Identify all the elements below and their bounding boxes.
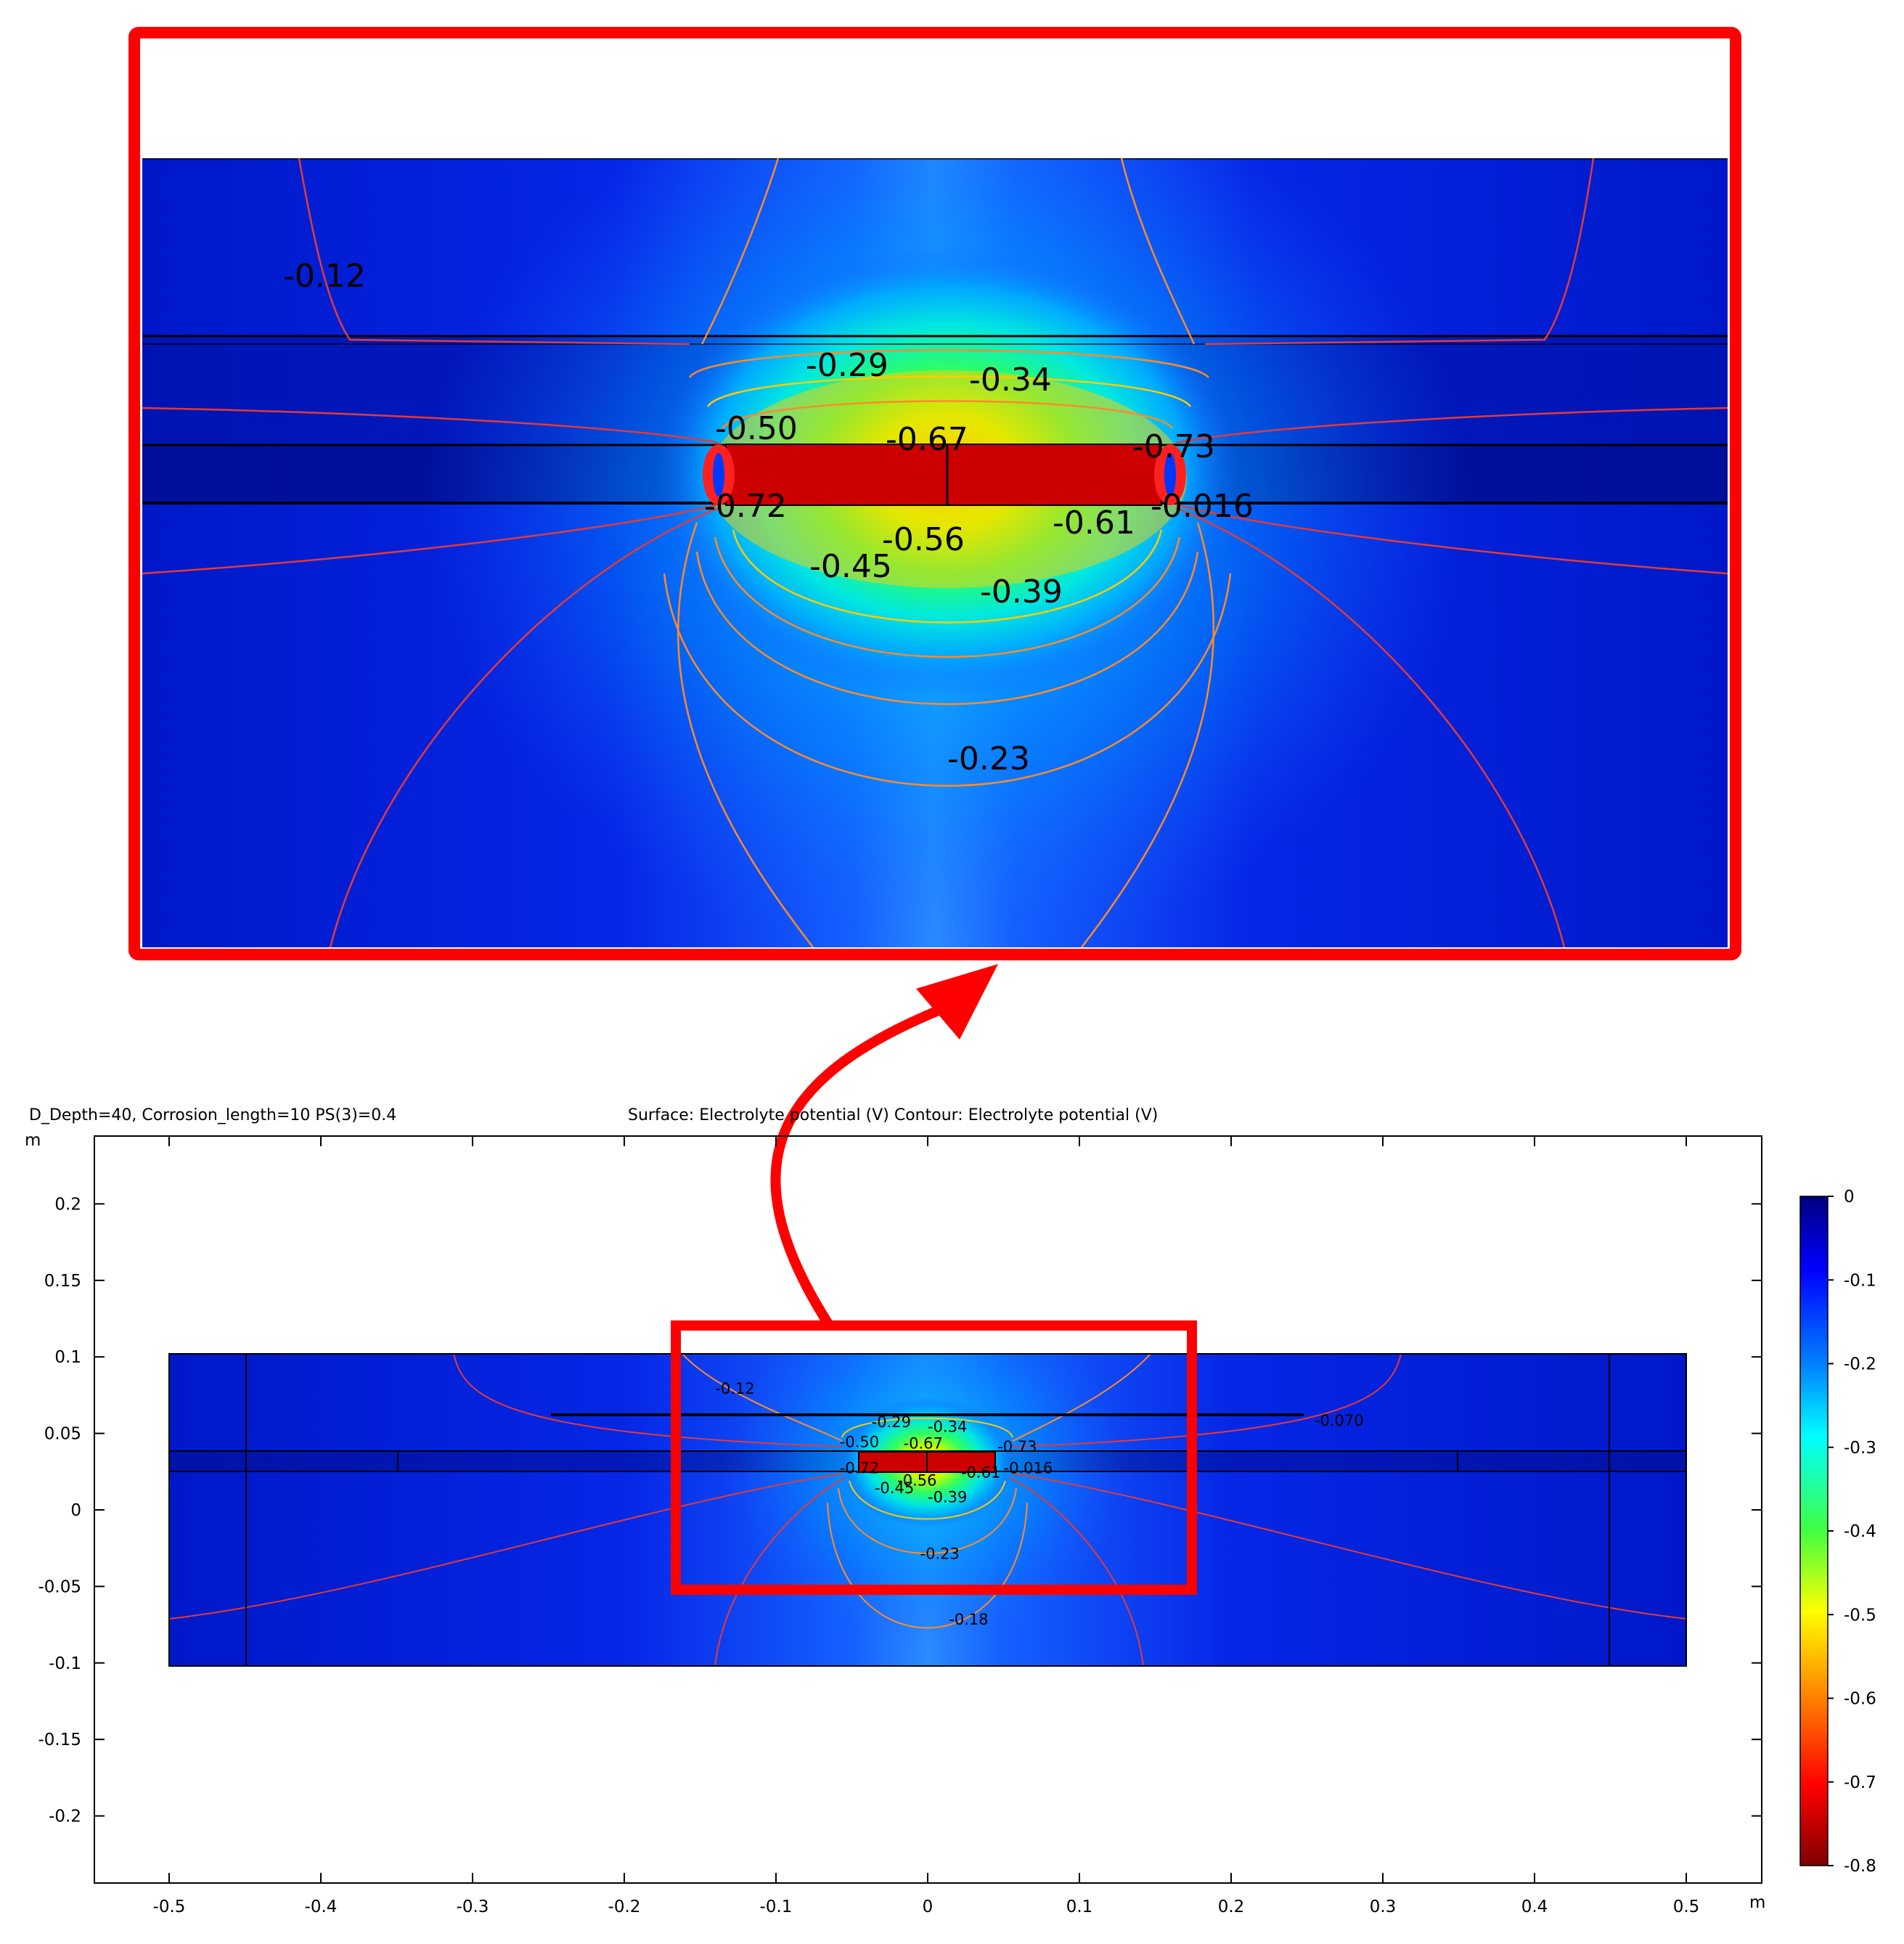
contour-label: -0.67 <box>904 1435 943 1453</box>
inset-label: -0.50 <box>715 410 798 447</box>
inset-label: -0.67 <box>886 421 968 458</box>
x-tick-label: -0.4 <box>305 1898 338 1916</box>
colorbar-tick-label: 0 <box>1844 1188 1855 1206</box>
contour-label: -0.56 <box>897 1471 936 1489</box>
inset-label: -0.016 <box>1151 488 1254 525</box>
x-tick-label: -0.5 <box>153 1898 186 1916</box>
x-tick-label: 0.5 <box>1673 1898 1700 1916</box>
inset-label: -0.34 <box>969 362 1052 399</box>
y-tick-label: 0.2 <box>54 1195 81 1214</box>
y-tick-label: 0.05 <box>44 1425 81 1444</box>
x-tick-label: 0.2 <box>1218 1898 1245 1916</box>
contour-label: -0.34 <box>928 1418 967 1436</box>
contour-label: -0.12 <box>715 1380 754 1397</box>
inset-label: -0.12 <box>283 258 366 295</box>
contour-label: -0.73 <box>997 1438 1037 1455</box>
y-tick-label: 0.1 <box>54 1348 81 1367</box>
inset-label: -0.73 <box>1132 428 1215 465</box>
plot-title: Surface: Electrolyte potential (V) Conto… <box>628 1106 1158 1124</box>
inset-label: -0.61 <box>1053 505 1135 542</box>
y-tick-label: -0.2 <box>49 1808 81 1826</box>
inset-view: -0.12 -0.29 -0.34 -0.50 -0.67 -0.73 -0.7… <box>128 27 1741 960</box>
contour-label: -0.29 <box>872 1413 911 1431</box>
contour-label: -0.23 <box>920 1545 960 1562</box>
x-tick-label: 0.1 <box>1066 1898 1093 1916</box>
inset-label: -0.29 <box>806 347 888 384</box>
inset-label: -0.45 <box>809 548 892 585</box>
inset-frame <box>128 27 1741 960</box>
x-axis: -0.5 -0.4 -0.3 -0.2 -0.1 0 0.1 0.2 0.3 0.4 0.5 <box>153 1136 1700 1916</box>
contour-label: -0.45 <box>875 1479 914 1497</box>
colorbar-tick-label: -0.1 <box>1844 1271 1876 1290</box>
colorbar-tick-label: -0.7 <box>1844 1773 1876 1792</box>
x-tick-label: 0 <box>923 1898 933 1916</box>
inset-label: -0.72 <box>704 488 787 525</box>
y-tick-label: 0.15 <box>44 1272 81 1291</box>
x-tick-label: 0.4 <box>1521 1898 1548 1916</box>
contour-label: -0.50 <box>840 1434 879 1451</box>
x-tick-label: -0.2 <box>608 1898 641 1916</box>
inset-label: -0.23 <box>947 740 1030 777</box>
x-unit-label: m <box>1749 1893 1765 1912</box>
contour-label: -0.39 <box>928 1488 967 1506</box>
contour-label: -0.72 <box>840 1459 879 1477</box>
inset-label: -0.39 <box>980 573 1063 610</box>
inset-contour-labels: -0.12 -0.29 -0.34 -0.50 -0.67 -0.73 -0.7… <box>283 258 1254 777</box>
y-unit-label: m <box>25 1131 41 1150</box>
zoom-arrow <box>770 964 998 1328</box>
y-tick-label: 0 <box>70 1501 81 1520</box>
contour-label: -0.61 <box>961 1464 1000 1482</box>
x-tick-label: 0.3 <box>1370 1898 1397 1916</box>
colorbar-tick-label: -0.2 <box>1844 1355 1876 1374</box>
colorbar-tick-label: -0.4 <box>1844 1522 1876 1541</box>
contour-label: -0.016 <box>1004 1459 1053 1477</box>
y-tick-label: -0.15 <box>38 1731 81 1749</box>
x-tick-label: -0.1 <box>760 1898 793 1916</box>
colorbar-tick-label: -0.3 <box>1844 1439 1876 1458</box>
contour-label: -0.070 <box>1315 1412 1364 1429</box>
y-axis: 0.2 0.15 0.1 0.05 0 -0.05 -0.1 -0.15 -0.2 <box>38 1195 1762 1826</box>
x-tick-label: -0.3 <box>457 1898 489 1916</box>
y-tick-label: -0.05 <box>38 1577 81 1596</box>
inset-label: -0.56 <box>882 521 965 558</box>
y-tick-label: -0.1 <box>49 1654 81 1673</box>
colorbar <box>1799 1196 1829 1866</box>
colorbar-tick-label: -0.6 <box>1844 1690 1876 1709</box>
colorbar-tick-label: -0.5 <box>1844 1606 1876 1625</box>
main-field <box>168 1320 1687 1667</box>
zoom-region-box <box>671 1320 1197 1595</box>
contour-label: -0.18 <box>949 1611 988 1628</box>
colorbar-ticks: 0 -0.1 -0.2 -0.3 -0.4 -0.5 -0.6 -0.7 -0.8 <box>1828 1188 1876 1876</box>
contour-labels: -0.12 -0.070 -0.29 -0.34 -0.50 -0.67 -0.73 -0.7… <box>715 1380 1363 1628</box>
colorbar-tick-label: -0.8 <box>1844 1857 1876 1876</box>
params-label: D_Depth=40, Corrosion_length=10 PS(3)=0.… <box>29 1106 396 1124</box>
